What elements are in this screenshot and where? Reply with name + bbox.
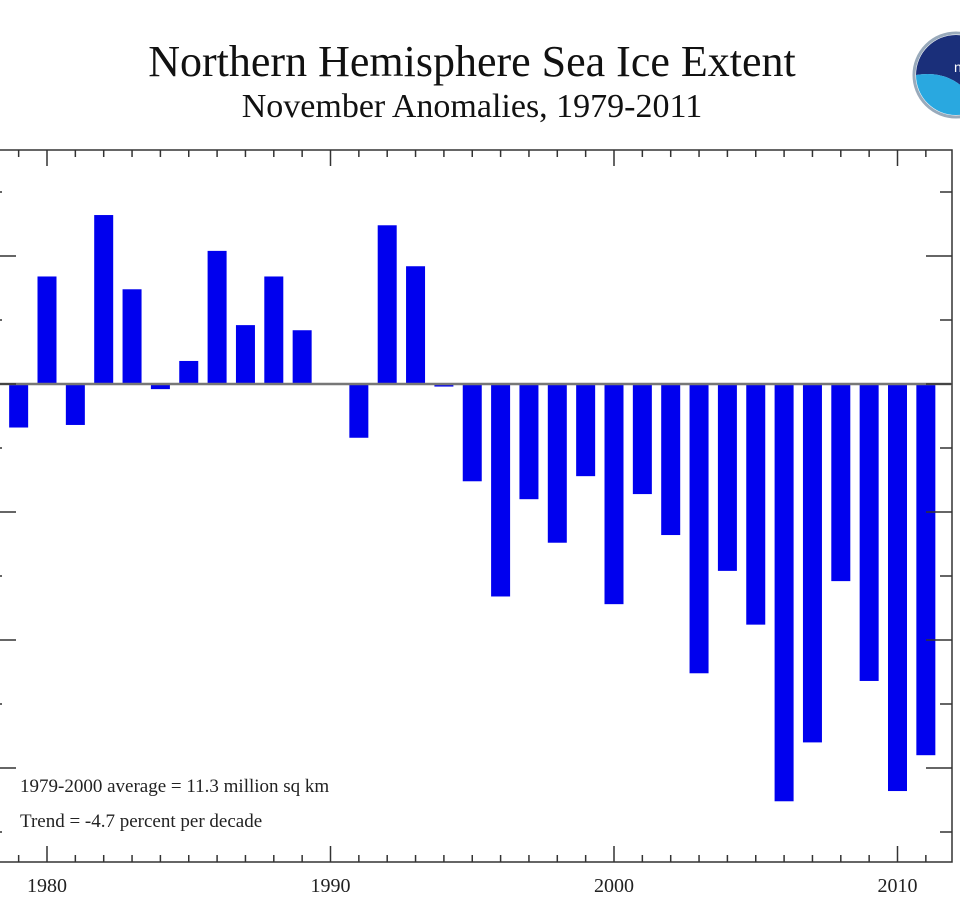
bar-1980 bbox=[37, 276, 57, 384]
bar-1985 bbox=[179, 360, 199, 384]
bar-2000 bbox=[604, 384, 624, 605]
bar-1994 bbox=[434, 384, 454, 387]
bar-2006 bbox=[774, 384, 794, 802]
bar-2001 bbox=[632, 384, 652, 495]
bar-1991 bbox=[349, 384, 369, 438]
bar-1988 bbox=[264, 276, 284, 384]
bar-2002 bbox=[661, 384, 681, 536]
bar-1998 bbox=[547, 384, 567, 543]
chart-subtitle: November Anomalies, 1979-2011 bbox=[241, 88, 703, 125]
bar-2004 bbox=[717, 384, 737, 571]
bar-1986 bbox=[207, 250, 227, 384]
average-annotation: 1979-2000 average = 11.3 million sq km bbox=[20, 776, 330, 797]
bar-2008 bbox=[831, 384, 851, 582]
bar-1984 bbox=[150, 384, 170, 390]
bar-1989 bbox=[292, 330, 312, 384]
x-tick-label: 1990 bbox=[311, 875, 351, 897]
bar-1993 bbox=[406, 266, 426, 384]
bar-2007 bbox=[802, 384, 822, 743]
bar-1995 bbox=[462, 384, 482, 482]
x-tick-label: 1980 bbox=[27, 875, 67, 897]
bar-2011 bbox=[916, 384, 936, 756]
bar-2003 bbox=[689, 384, 709, 674]
bar-1987 bbox=[235, 325, 255, 384]
noaa-logo-text: no bbox=[954, 59, 960, 75]
bar-2010 bbox=[888, 384, 907, 792]
bar-1983 bbox=[122, 289, 142, 384]
bar-1999 bbox=[576, 384, 596, 477]
trend-annotation: Trend = -4.7 percent per decade bbox=[20, 811, 263, 832]
x-tick-label: 2010 bbox=[878, 875, 918, 897]
bar-1997 bbox=[519, 384, 539, 500]
bar-2009 bbox=[859, 384, 879, 681]
plot-frame bbox=[0, 149, 953, 863]
bar-1996 bbox=[491, 384, 511, 597]
bar-2005 bbox=[746, 384, 766, 625]
bar-1982 bbox=[94, 215, 114, 384]
bar-1992 bbox=[377, 225, 397, 384]
x-tick-label: 2000 bbox=[594, 875, 634, 897]
chart-title: Northern Hemisphere Sea Ice Extent bbox=[148, 37, 796, 86]
bar-1979 bbox=[9, 384, 29, 428]
bar-1981 bbox=[65, 384, 85, 425]
noaa-logo: no bbox=[912, 31, 960, 119]
